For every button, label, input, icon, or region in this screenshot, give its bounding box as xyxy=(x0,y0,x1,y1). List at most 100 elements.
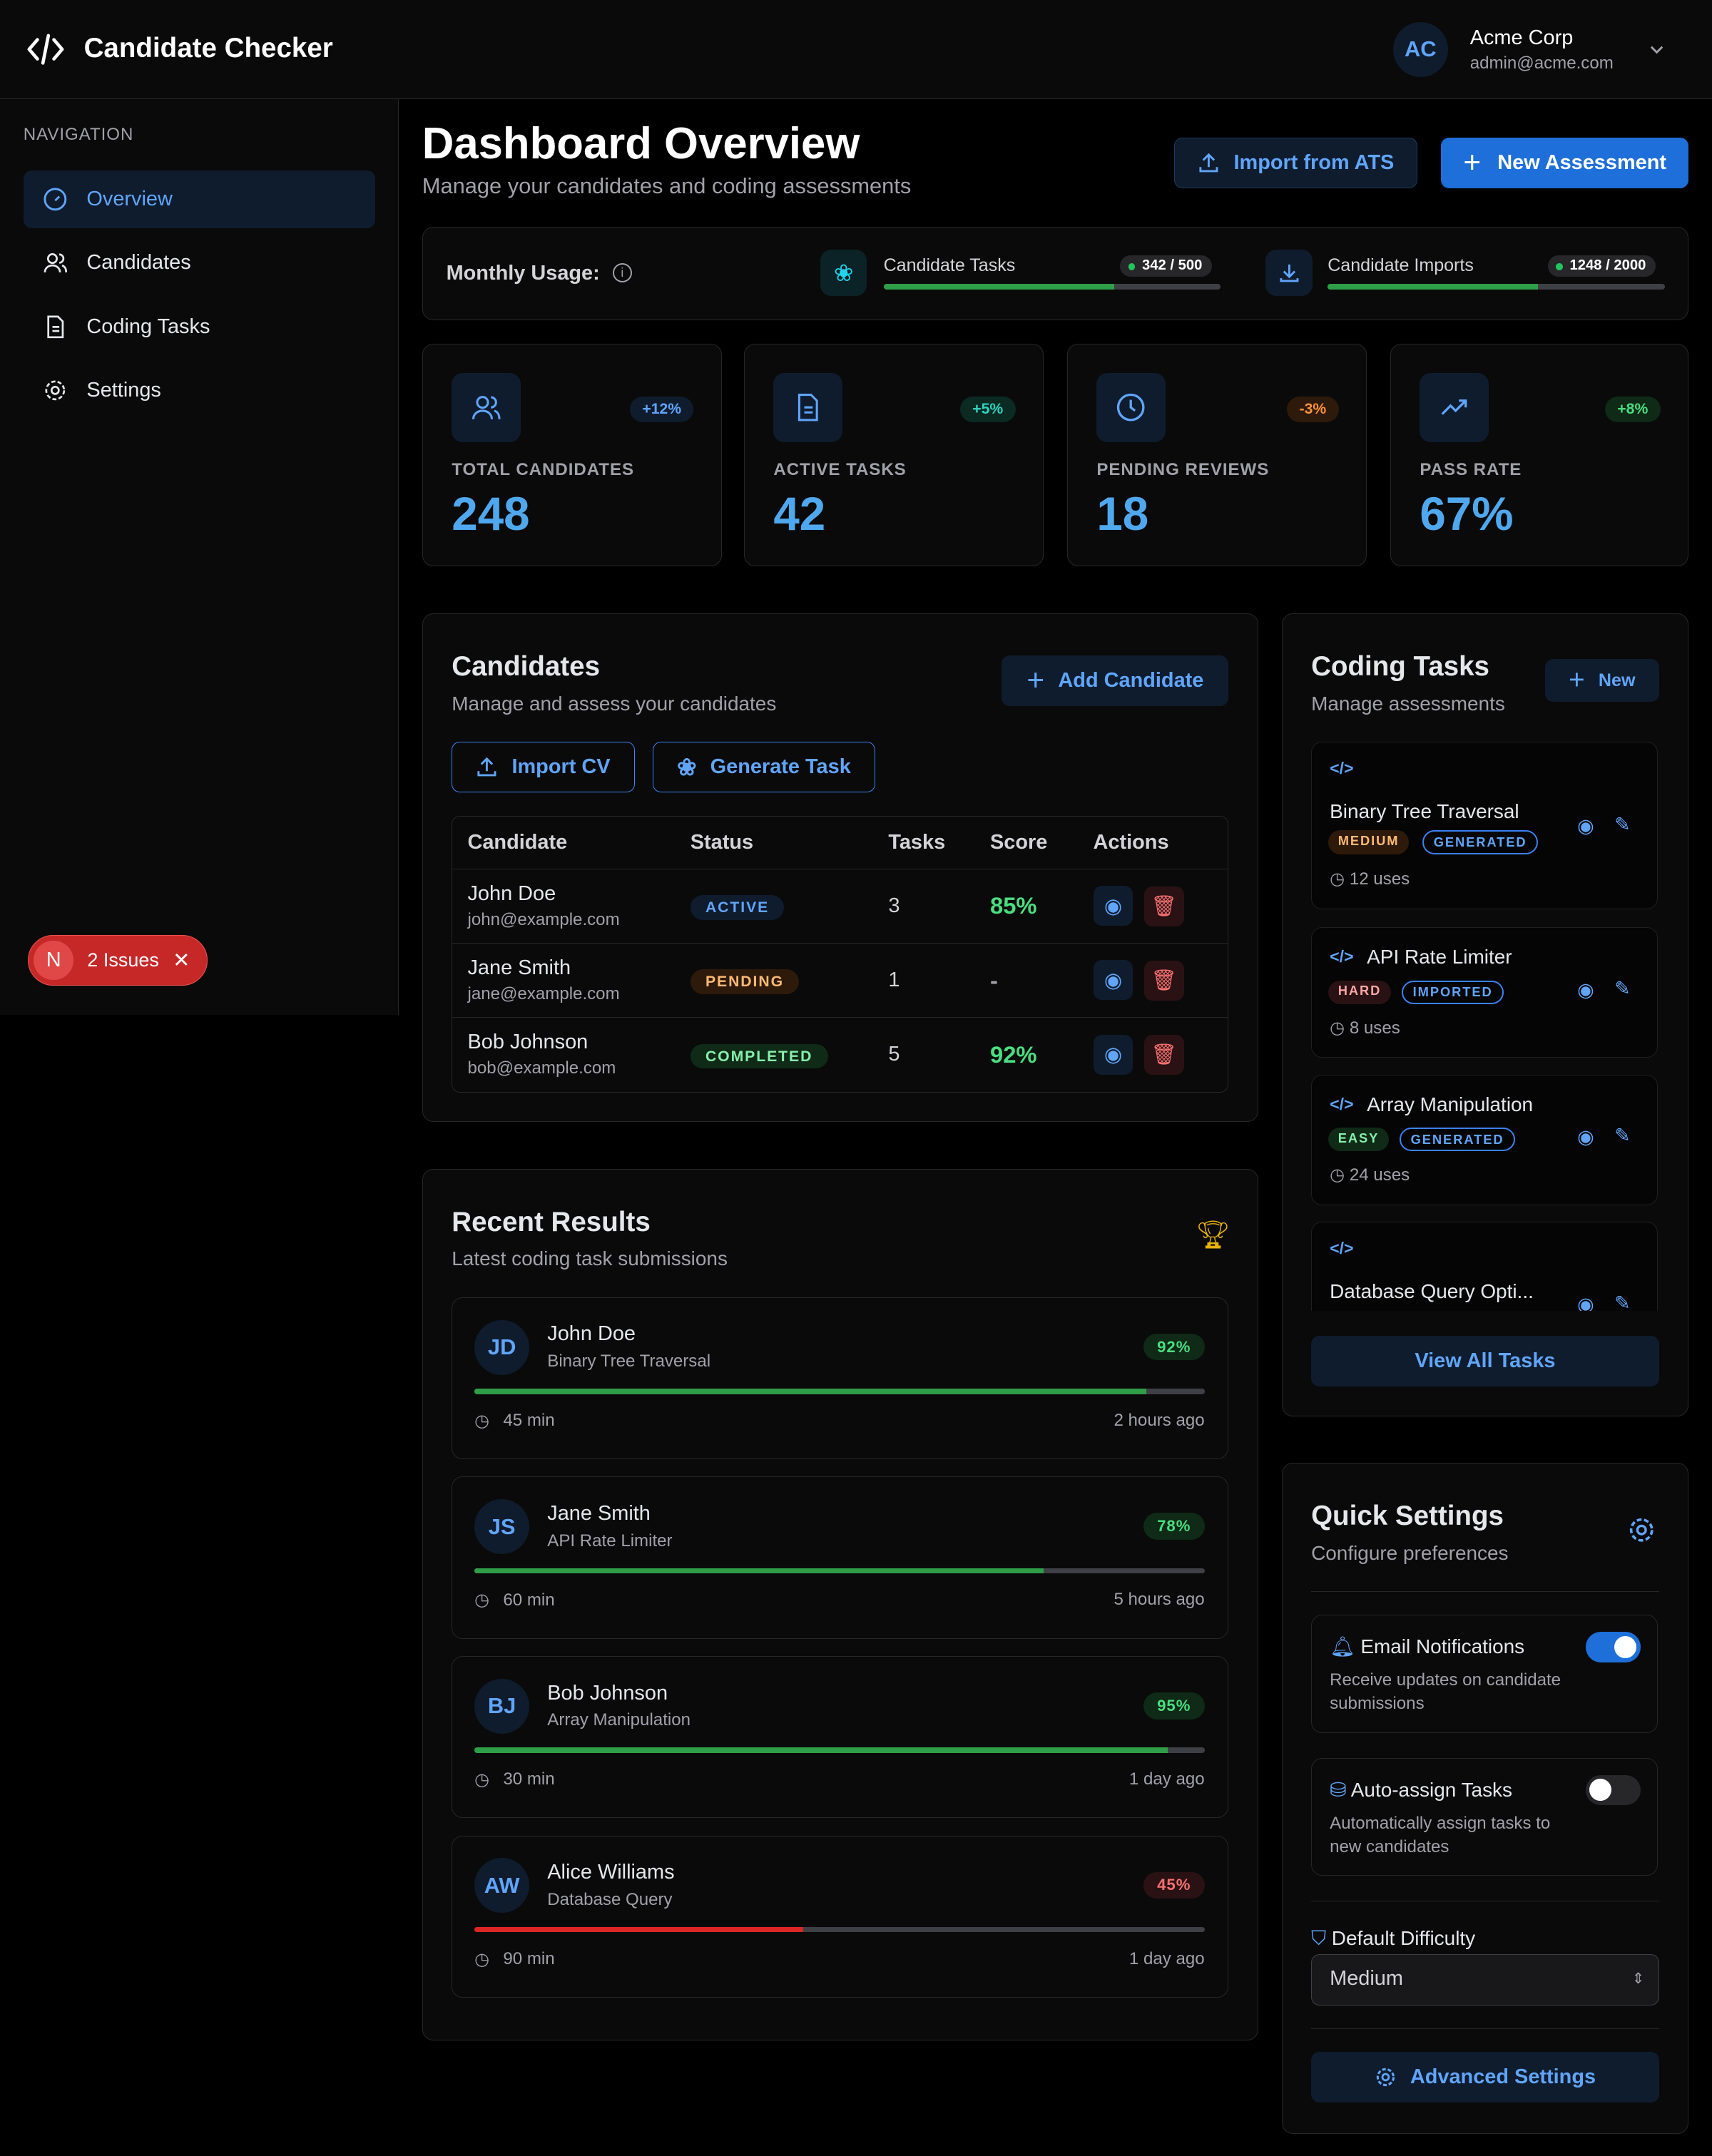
eye-icon[interactable]: ◉ xyxy=(1577,1294,1594,1312)
chevron-down-icon[interactable] xyxy=(1649,41,1665,58)
stat-value: 18 xyxy=(1096,488,1149,541)
column-header[interactable]: Score xyxy=(974,817,1079,869)
candidates-title: Candidates xyxy=(452,650,601,682)
stat-value: 67% xyxy=(1420,488,1514,541)
duration: ◷ 90 min xyxy=(474,1949,555,1969)
result-item[interactable]: AW Alice Williams Database Query 45% ◷ 90… xyxy=(452,1835,1229,1998)
result-candidate: Bob Johnson xyxy=(547,1681,668,1705)
eye-icon[interactable]: ◉ xyxy=(1577,979,1594,1001)
result-candidate: Alice Williams xyxy=(547,1861,675,1884)
stat-value: 42 xyxy=(773,488,826,541)
sidebar: NAVIGATION Overview Candidates Coding Ta… xyxy=(0,98,399,1015)
sidebar-item-settings[interactable]: Settings xyxy=(24,362,375,419)
import-cv-button[interactable]: Import CV xyxy=(452,742,635,793)
delete-button[interactable]: 🗑︎ xyxy=(1143,960,1184,1001)
task-card[interactable]: </> Array Manipulation EASY GENERATED ◷ 2… xyxy=(1311,1074,1658,1205)
new-assessment-button[interactable]: + New Assessment xyxy=(1441,137,1689,189)
score-badge: 95% xyxy=(1143,1692,1205,1720)
trash-icon: 🗑︎ xyxy=(1151,969,1178,992)
generate-task-button[interactable]: ❀ Generate Task xyxy=(652,742,875,793)
column-header[interactable]: Candidate xyxy=(452,817,676,869)
users-icon xyxy=(44,252,67,272)
clock-icon xyxy=(1096,373,1166,442)
result-item[interactable]: BJ Bob Johnson Array Manipulation 95% ◷ 3… xyxy=(452,1655,1229,1819)
column-header[interactable]: Status xyxy=(675,817,874,869)
plus-icon: + xyxy=(1463,145,1482,180)
setting-label: ⛁ Auto-assign Tasks xyxy=(1330,1778,1512,1801)
pencil-icon[interactable]: ✎ xyxy=(1614,814,1631,836)
score-progress-bar xyxy=(474,1926,1205,1933)
table-row[interactable]: John Doe john@example.com ACTIVE 3 85% ◉ 🗑… xyxy=(452,869,1228,944)
candidate-email: john@example.com xyxy=(467,909,620,929)
result-item[interactable]: JD John Doe Binary Tree Traversal 92% ◷ 4… xyxy=(452,1297,1229,1460)
advanced-settings-button[interactable]: Advanced Settings xyxy=(1311,2052,1659,2103)
difficulty-select[interactable]: Medium ⇕ xyxy=(1311,1954,1659,2006)
view-button[interactable]: ◉ xyxy=(1093,1034,1133,1075)
delete-button[interactable]: 🗑︎ xyxy=(1143,886,1184,926)
pencil-icon[interactable]: ✎ xyxy=(1614,977,1631,999)
setting-description: Receive updates on candidate submissions xyxy=(1330,1670,1561,1714)
import-ats-button[interactable]: Import from ATS xyxy=(1174,137,1418,189)
score-fill xyxy=(474,1389,1146,1394)
gear-icon xyxy=(1376,2068,1395,2087)
pencil-icon[interactable]: ✎ xyxy=(1614,1124,1631,1146)
new-task-button[interactable]: + New xyxy=(1544,659,1659,703)
download-icon xyxy=(1265,249,1313,297)
shield-icon: ⛉ xyxy=(1311,1926,1327,1949)
eye-icon[interactable]: ◉ xyxy=(1577,815,1594,837)
status-badge: COMPLETED xyxy=(690,1043,828,1069)
recent-results-panel: Recent Results Latest coding task submis… xyxy=(422,1168,1258,2040)
new-assessment-label: New Assessment xyxy=(1497,150,1667,174)
sidebar-item-overview[interactable]: Overview xyxy=(23,170,376,228)
email-notifications-setting: 🔔︎ Email Notifications Receive updates o… xyxy=(1311,1615,1658,1733)
coding-tasks-panel: Coding Tasks Manage assessments + New </>… xyxy=(1281,613,1690,1416)
candidates-panel: Candidates Manage and assess your candid… xyxy=(422,613,1258,1122)
score-fill xyxy=(474,1926,803,1933)
sidebar-item-coding-tasks[interactable]: Coding Tasks xyxy=(24,298,375,356)
column-header[interactable]: Tasks xyxy=(873,817,975,869)
avatar[interactable]: AC xyxy=(1392,21,1448,77)
task-card[interactable]: </> Database Query Opti... ◉ ✎ xyxy=(1311,1221,1658,1312)
view-all-tasks-button[interactable]: View All Tasks xyxy=(1311,1335,1659,1387)
issues-badge[interactable]: N 2 Issues ✕ xyxy=(27,934,208,986)
sidebar-item-candidates[interactable]: Candidates xyxy=(24,234,375,292)
view-button[interactable]: ◉ xyxy=(1093,886,1133,926)
auto-assign-toggle[interactable] xyxy=(1585,1774,1641,1806)
monthly-usage-panel: Monthly Usage: i ❀ Candidate Tasks 342 /… xyxy=(422,227,1689,321)
page-title: Dashboard Overview xyxy=(422,118,860,168)
trash-icon: 🗑︎ xyxy=(1151,1043,1178,1067)
eye-icon[interactable]: ◉ xyxy=(1577,1125,1594,1148)
result-item[interactable]: JS Jane Smith API Rate Limiter 78% ◷ 60 m… xyxy=(452,1476,1229,1639)
score: 85% xyxy=(974,869,1079,944)
pencil-icon[interactable]: ✎ xyxy=(1614,1292,1631,1312)
stat-card-pending-reviews: -3% PENDING REVIEWS 18 xyxy=(1066,343,1367,567)
email-notifications-toggle[interactable] xyxy=(1585,1632,1641,1662)
clock-icon: ◷ xyxy=(474,1411,490,1431)
info-icon[interactable]: i xyxy=(612,263,632,283)
file-icon xyxy=(773,373,842,442)
code-icon: </> xyxy=(1330,947,1354,966)
result-task: API Rate Limiter xyxy=(547,1531,673,1550)
task-card[interactable]: </> Binary Tree Traversal MEDIUM GENERATE… xyxy=(1311,742,1658,910)
table-row[interactable]: Bob Johnson bob@example.com COMPLETED 5 9… xyxy=(452,1018,1228,1092)
task-card[interactable]: </> API Rate Limiter HARD IMPORTED ◷ 8 us… xyxy=(1311,927,1658,1058)
usage-label: Monthly Usage: xyxy=(446,262,600,285)
view-button[interactable]: ◉ xyxy=(1093,960,1133,1001)
usage-name: Candidate Imports xyxy=(1328,255,1474,275)
user-email: admin@acme.com xyxy=(1469,53,1614,73)
usage-count: 342 / 500 xyxy=(1120,255,1212,277)
gear-icon[interactable] xyxy=(1627,1516,1656,1544)
table-row[interactable]: Jane Smith jane@example.com PENDING 1 - ◉… xyxy=(452,943,1228,1018)
candidate-email: jane@example.com xyxy=(467,984,620,1003)
sidebar-item-label: Overview xyxy=(86,187,173,210)
import-ats-label: Import from ATS xyxy=(1233,150,1395,174)
delete-button[interactable]: 🗑︎ xyxy=(1143,1035,1184,1076)
submitted-ago: 1 day ago xyxy=(1128,1948,1205,1968)
close-icon[interactable]: ✕ xyxy=(173,949,190,972)
column-header: Actions xyxy=(1078,817,1228,869)
score-fill xyxy=(474,1568,1044,1574)
add-candidate-button[interactable]: + Add Candidate xyxy=(1002,655,1229,706)
usage-progress-bar xyxy=(883,284,1221,290)
task-count: 3 xyxy=(873,869,975,944)
tasks-list[interactable]: </> Binary Tree Traversal MEDIUM GENERATE… xyxy=(1283,742,1690,1312)
